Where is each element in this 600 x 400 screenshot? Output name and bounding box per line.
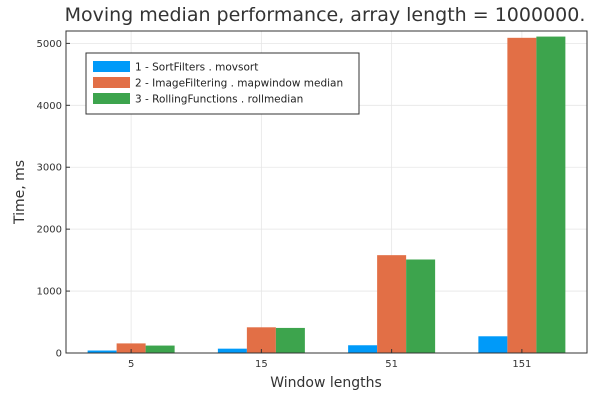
bar [145, 345, 175, 353]
bar [246, 327, 276, 353]
bar [116, 343, 146, 353]
bar [275, 327, 305, 353]
plot-frame [65, 30, 588, 354]
legend-label: 1 - SortFilters . movsort [135, 62, 258, 74]
bar [377, 255, 407, 353]
axis-ticks: 0 1000 2000 3000 4000 5000 5 15 51 151 [37, 39, 532, 370]
legend-swatch [93, 61, 130, 72]
bar [507, 37, 537, 354]
legend-box [85, 52, 360, 115]
bar [348, 345, 378, 353]
bar [217, 348, 247, 353]
x-tick-label: 51 [385, 359, 398, 370]
y-tick-label: 5000 [37, 39, 62, 50]
legend: 1 - SortFilters . movsort 2 - ImageFilter… [85, 52, 360, 115]
bars [87, 36, 566, 354]
x-tick-label: 151 [512, 359, 531, 370]
y-tick-label: 4000 [37, 101, 62, 112]
x-tick-label: 15 [255, 359, 268, 370]
chart-title: Moving median performance, array length … [65, 4, 586, 26]
y-tick-label: 2000 [37, 225, 62, 236]
bar [406, 259, 436, 353]
x-axis-label: Window lengths [270, 375, 382, 391]
bar [478, 336, 508, 353]
legend-swatch [93, 93, 130, 104]
legend-swatch [93, 77, 130, 88]
bar [87, 350, 117, 353]
legend-label: 2 - ImageFiltering . mapwindow median [135, 78, 343, 90]
y-tick-label: 1000 [37, 287, 62, 298]
legend-label: 3 - RollingFunctions . rollmedian [135, 94, 303, 106]
y-tick-label: 0 [56, 349, 62, 360]
y-tick-label: 3000 [37, 163, 62, 174]
x-tick-label: 5 [128, 359, 134, 370]
y-axis-label: Time, ms [12, 160, 28, 225]
bar [536, 36, 566, 353]
